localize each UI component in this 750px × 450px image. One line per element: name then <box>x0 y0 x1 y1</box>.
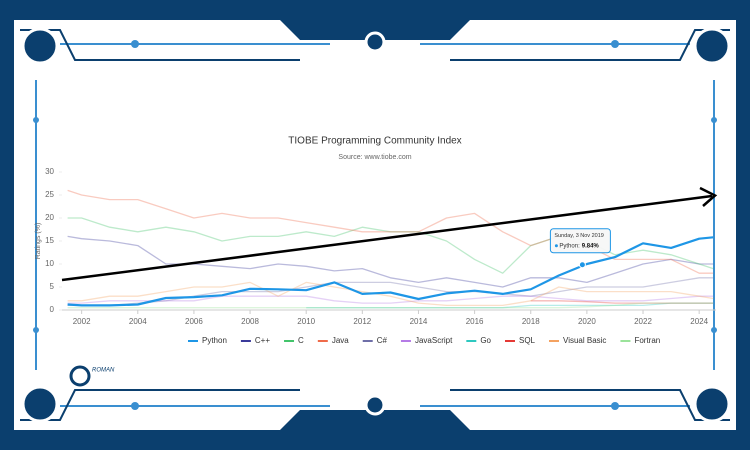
legend-item[interactable]: SQL <box>504 336 536 345</box>
x-tick-label: 2006 <box>185 317 203 326</box>
x-tick-label: 2022 <box>634 317 652 326</box>
tooltip-box <box>549 228 611 254</box>
tooltip-title: Sunday, 3 Nov 2019 <box>554 233 603 239</box>
y-tick-label: 20 <box>45 213 54 222</box>
x-tick-label: 2008 <box>241 317 259 326</box>
chart-title: TIOBE Programming Community Index <box>288 136 461 147</box>
y-tick-label: 5 <box>50 282 55 291</box>
y-tick-label: 0 <box>50 305 55 314</box>
frame-bottom <box>0 410 750 450</box>
legend-item[interactable]: C <box>284 336 304 345</box>
series-line <box>306 302 714 309</box>
series-line <box>67 235 714 288</box>
legend-label: Java <box>332 336 349 345</box>
x-tick-label: 2014 <box>410 317 428 326</box>
x-tick-label: 2024 <box>690 317 708 326</box>
tooltip-dot <box>554 244 558 248</box>
series-line <box>67 189 714 274</box>
legend-label: C++ <box>255 336 270 345</box>
legend-item[interactable]: Java <box>317 336 349 345</box>
legend-label: Fortran <box>634 336 660 345</box>
legend-item[interactable]: Visual Basic <box>549 336 606 345</box>
series-line <box>67 277 714 307</box>
legend-item[interactable]: Go <box>466 336 492 345</box>
circuit <box>20 29 730 421</box>
logo-gear <box>69 365 91 387</box>
x-tick-label: 2002 <box>73 317 91 326</box>
y-axis-label: Ratings (%) <box>35 223 42 260</box>
legend-label: C# <box>377 336 388 345</box>
x-tick-label: 2016 <box>466 317 484 326</box>
x-tick-label: 2004 <box>129 317 147 326</box>
arrow-line <box>61 194 713 282</box>
legend-item[interactable]: C# <box>362 336 388 345</box>
x-tick-label: 2012 <box>353 317 371 326</box>
chart-subtitle: Source: www.tiobe.com <box>338 154 411 161</box>
logo: ROMAN <box>69 365 115 387</box>
legend-label: Go <box>480 336 491 345</box>
x-tick-label: 2020 <box>578 317 596 326</box>
y-tick-label: 25 <box>45 190 54 199</box>
tooltip-label: Python: <box>559 243 580 249</box>
tooltip: Sunday, 3 Nov 2019 Python: 9.84% <box>549 228 611 269</box>
plot: 0 5 10 15 20 25 30 2002 2004 2006 2008 2010 2012 2014… <box>45 167 714 326</box>
frame-lines <box>35 43 715 407</box>
y-tick-label: 15 <box>45 236 54 245</box>
legend-label: JavaScript <box>415 336 453 345</box>
legend-item[interactable]: C++ <box>240 336 270 345</box>
logo-text: ROMAN <box>92 368 115 374</box>
legend-item[interactable]: JavaScript <box>400 336 453 345</box>
x-tick-label: 2018 <box>522 317 540 326</box>
series-line <box>67 236 714 307</box>
legend-label: Visual Basic <box>563 336 606 345</box>
legend-label: C <box>298 336 304 345</box>
tooltip-point <box>578 261 586 269</box>
series-line <box>530 300 714 304</box>
series-line <box>67 302 714 309</box>
dots <box>33 40 717 410</box>
trend-arrow <box>61 186 718 282</box>
y-tick-label: 10 <box>45 259 54 268</box>
series-line <box>67 295 714 304</box>
x-tick-label: 2010 <box>297 317 315 326</box>
series-line <box>67 217 714 274</box>
legend: Python C++ C Java C# JavaScript Go SQL Visual Ba… <box>188 336 660 345</box>
frame-top <box>0 0 750 40</box>
legend-label: Python <box>202 336 227 345</box>
arrow-head <box>699 186 718 207</box>
legend-item[interactable]: Fortran <box>620 336 660 345</box>
nodes <box>21 27 731 423</box>
series-line <box>67 281 714 307</box>
legend-label: SQL <box>519 336 536 345</box>
tooltip-value: 9.84% <box>582 243 600 249</box>
legend-item[interactable]: Python <box>188 336 227 345</box>
y-tick-label: 30 <box>45 167 54 176</box>
